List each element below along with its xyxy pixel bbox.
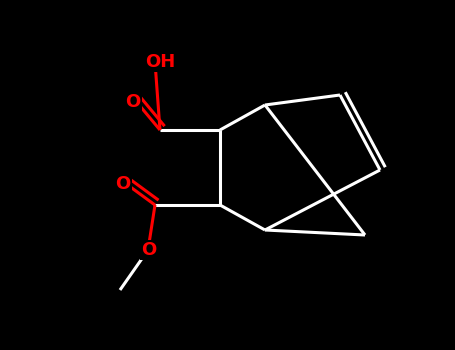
Text: O: O	[126, 93, 141, 111]
Text: OH: OH	[145, 53, 175, 71]
Text: O: O	[116, 175, 131, 193]
Text: O: O	[142, 241, 157, 259]
